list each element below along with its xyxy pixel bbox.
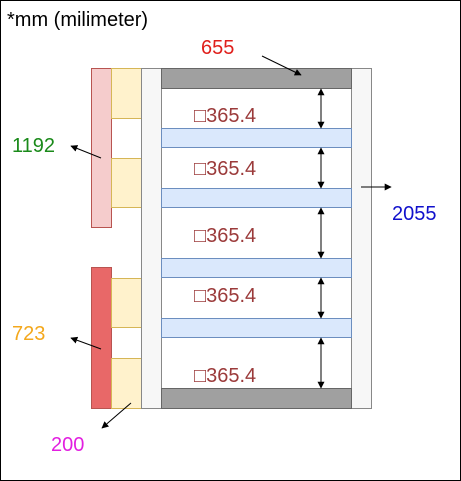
top-gray-bar	[161, 68, 352, 89]
cream-block-4	[111, 358, 142, 409]
frame-left-upright	[141, 68, 162, 409]
gap-label-2: □365.4	[194, 158, 257, 180]
bottom-gray-bar	[161, 388, 352, 409]
gap-label-4: □365.4	[194, 285, 257, 307]
left-panel-tall	[91, 68, 112, 228]
tall-left-label: 1192	[12, 135, 56, 157]
gap-label-3: □365.4	[194, 225, 257, 247]
top-width-label: 655	[201, 37, 235, 59]
shelf-3	[161, 258, 352, 278]
shelf-2	[161, 188, 352, 208]
gap-label-1: □365.4	[194, 105, 257, 127]
cream-block-3	[111, 278, 142, 328]
short-left-label: 723	[12, 323, 46, 345]
gap-label-5: □365.4	[194, 365, 257, 387]
left-panel-short	[91, 267, 112, 409]
right-height-label: 2055	[392, 203, 437, 225]
frame-right-upright	[351, 68, 372, 409]
cream-block-2	[111, 158, 142, 208]
bottom-width-label: 200	[51, 434, 85, 456]
cream-block-1	[111, 68, 142, 119]
unit-note: *mm (milimeter)	[7, 9, 149, 31]
shelf-1	[161, 128, 352, 148]
shelf-4	[161, 318, 352, 338]
